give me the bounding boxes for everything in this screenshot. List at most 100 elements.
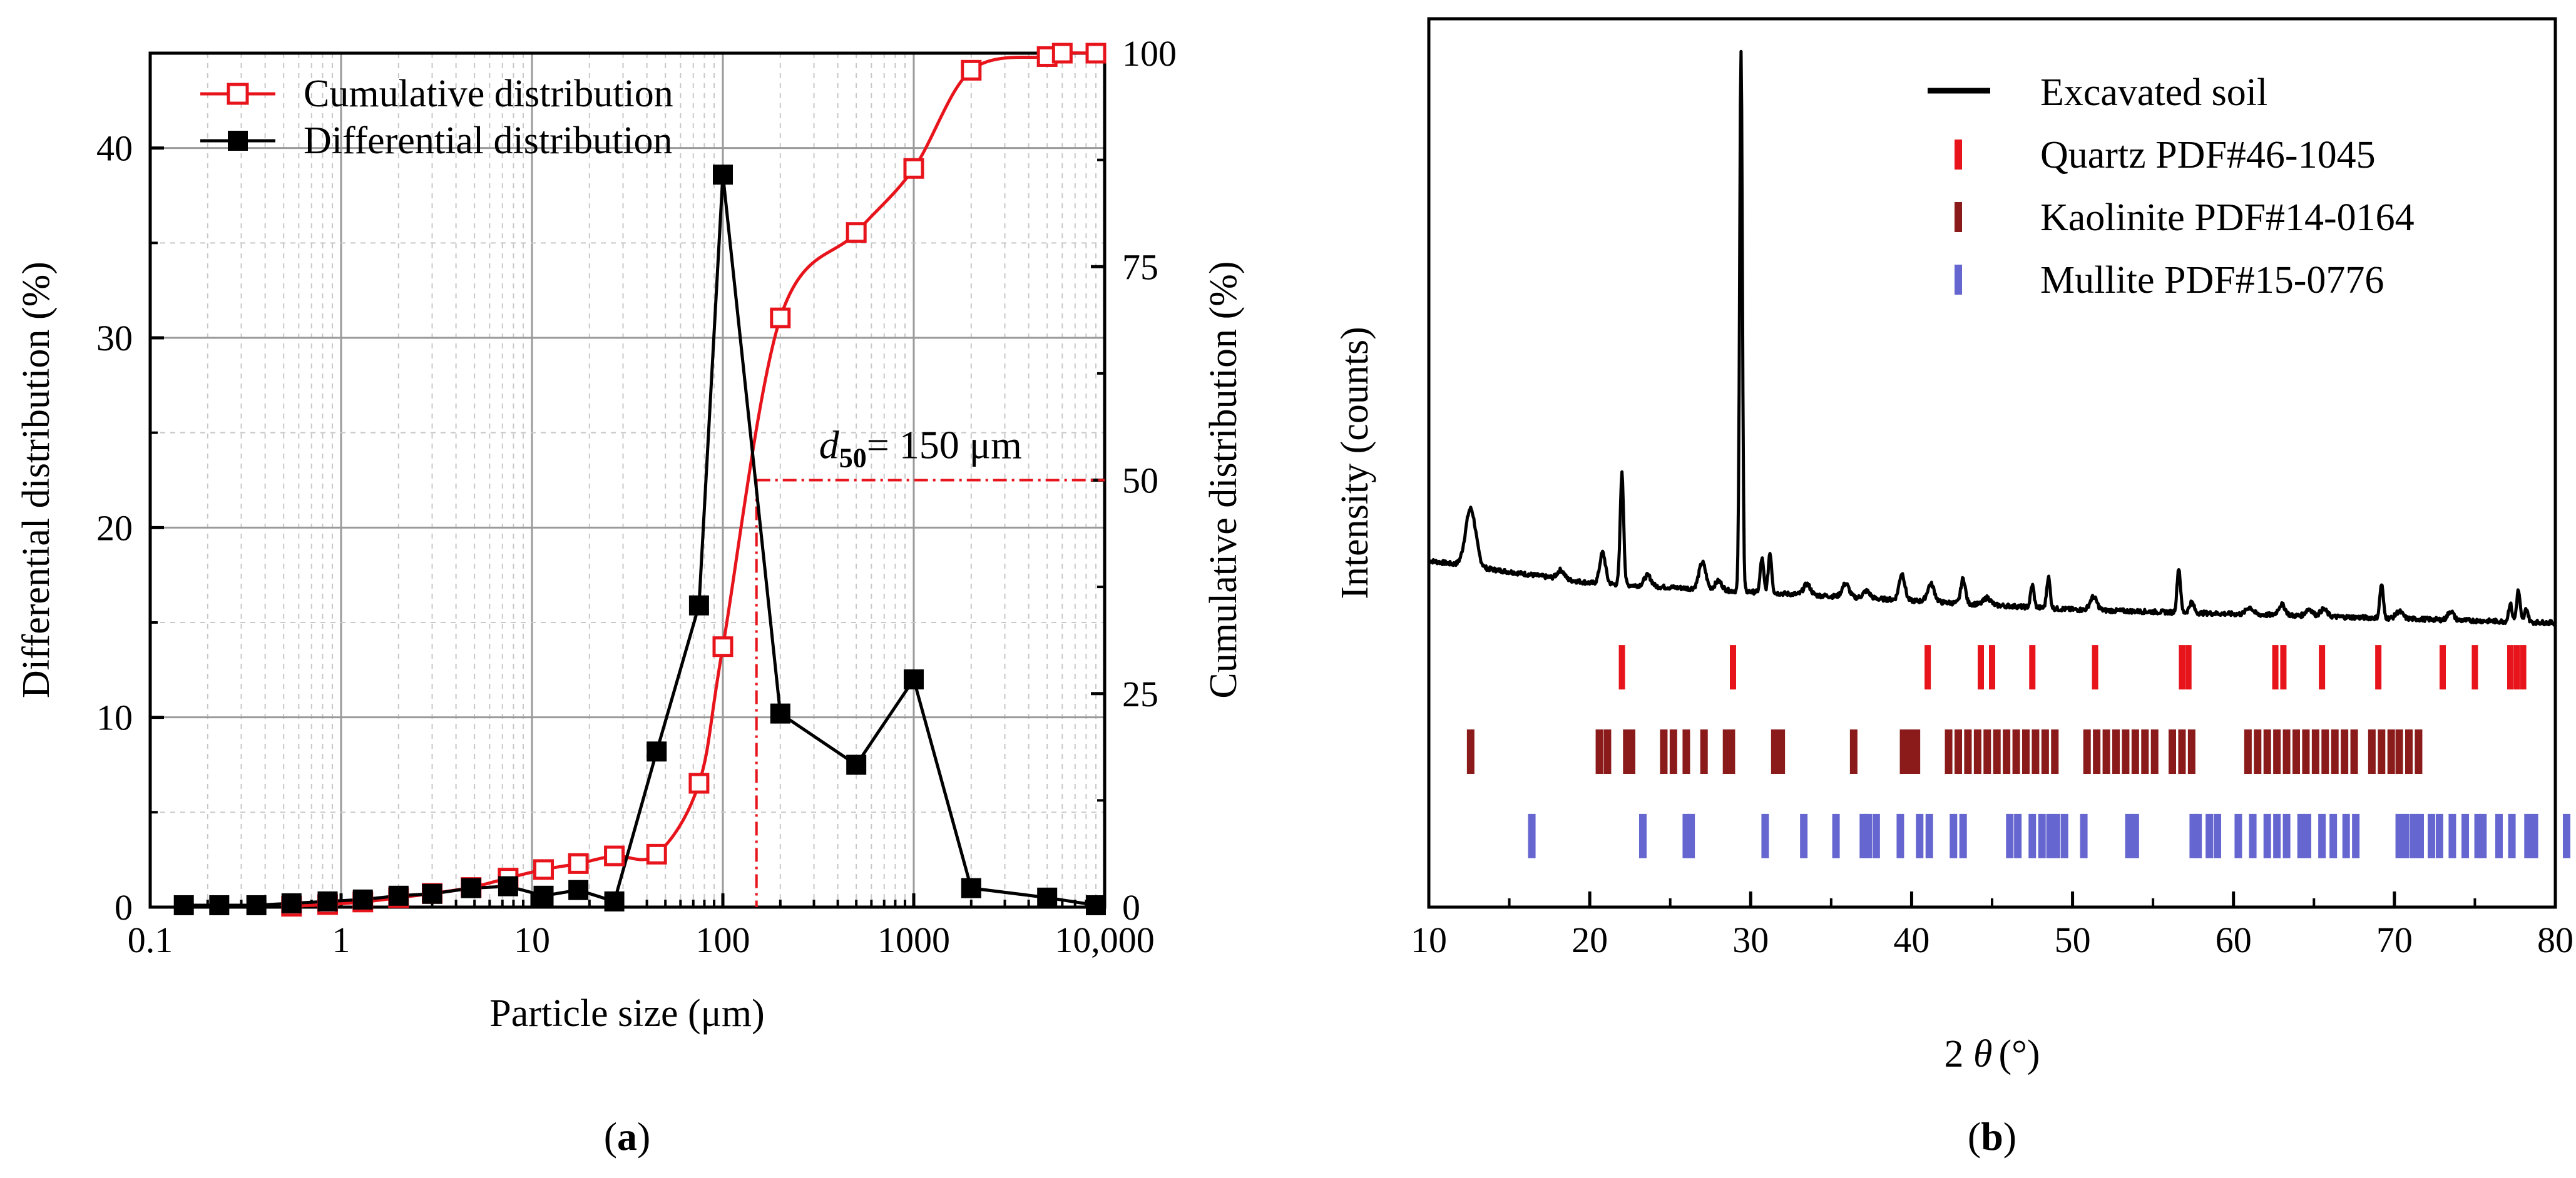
x-tick-label: 50 <box>2055 920 2091 960</box>
mullite-reference-line <box>2014 813 2022 858</box>
mullite-reference-line <box>2352 813 2360 858</box>
kaolinite-reference-line <box>2150 729 2159 774</box>
mullite-reference-line <box>1528 813 1536 858</box>
panel-b-reference-patterns <box>1466 645 2570 858</box>
cumulative-point <box>568 853 589 874</box>
kaolinite-reference-line <box>2003 729 2011 774</box>
mullite-reference-line <box>2028 813 2037 858</box>
mullite-reference-line <box>2428 813 2435 858</box>
kaolinite-reference-line <box>2292 729 2300 774</box>
differential-point <box>317 891 338 911</box>
quartz-reference-line <box>2375 645 2382 690</box>
x-tick-label: 10,000 <box>1055 920 1155 960</box>
mullite-reference-line <box>2060 813 2068 858</box>
differential-point <box>498 876 518 896</box>
cumulative-point <box>712 636 733 658</box>
kaolinite-reference-line <box>1771 729 1779 774</box>
kaolinite-reference-line <box>2093 729 2101 774</box>
left-y-tick-label: 40 <box>96 128 133 169</box>
kaolinite-reference-line <box>1945 729 1953 774</box>
kaolinite-reference-line <box>2032 729 2040 774</box>
kaolinite-reference-line <box>2311 729 2319 774</box>
mullite-reference-line <box>2329 813 2338 858</box>
kaolinite-reference-line <box>2244 729 2252 774</box>
mullite-reference-line <box>1639 813 1647 858</box>
mullite-reference-line <box>2205 813 2214 858</box>
mullite-reference-line <box>2495 813 2503 858</box>
panel-a-x-axis-label: Particle size (μm) <box>489 992 765 1035</box>
x-label-theta: θ <box>1973 1033 1992 1075</box>
d50-label: d50= 150 μm <box>819 423 1022 474</box>
quartz-reference-line <box>2185 645 2192 690</box>
kaolinite-reference-line <box>1983 729 1991 774</box>
quartz-reference-line <box>2507 645 2513 690</box>
kaolinite-reference-line <box>2387 729 2395 774</box>
kaolinite-reference-line <box>2178 729 2186 774</box>
kaolinite-reference-line <box>2169 729 2176 774</box>
mullite-reference-line <box>1959 813 1967 858</box>
quartz-reference-line <box>2280 645 2287 690</box>
quartz-reference-line <box>2440 645 2446 690</box>
differential-point <box>713 165 733 185</box>
differential-point <box>1086 895 1107 915</box>
cumulative-point <box>770 307 791 328</box>
cumulative-point <box>1051 43 1073 64</box>
x-tick-label: 40 <box>1893 920 1929 960</box>
mullite-reference-line <box>2416 813 2424 858</box>
excavated-soil-xrd-pattern <box>1428 49 2557 627</box>
kaolinite-reference-line <box>2350 729 2358 774</box>
mullite-reference-line <box>2530 813 2538 858</box>
kaolinite-reference-line <box>2321 729 2329 774</box>
left-y-tick-label: 30 <box>96 318 133 358</box>
kaolinite-reference-line <box>2041 729 2049 774</box>
x-tick-label: 20 <box>1572 920 1608 960</box>
legend-cumulative-label: Cumulative distribution <box>304 73 673 115</box>
differential-distribution-line <box>183 174 1096 907</box>
panel-b-y-axis-label: Intensity (counts) <box>1334 327 1376 599</box>
differential-point <box>533 885 554 906</box>
kaolinite-reference-line <box>1466 729 1475 774</box>
kaolinite-reference-line <box>1700 729 1708 774</box>
kaolinite-reference-line <box>2083 729 2091 774</box>
legend-mullite-label: Mullite PDF#15-0776 <box>2040 259 2384 302</box>
mullite-reference-line <box>2131 813 2139 858</box>
x-tick-label: 60 <box>2216 920 2252 960</box>
kaolinite-reference-line <box>1849 729 1858 774</box>
kaolinite-reference-line <box>2368 729 2376 774</box>
panel-b-caption: (b) <box>1968 1114 2016 1159</box>
kaolinite-reference-line <box>2331 729 2339 774</box>
x-label-prefix: 2 <box>1944 1033 1973 1075</box>
x-tick-label: 80 <box>2537 920 2573 960</box>
mullite-reference-line <box>2263 813 2271 858</box>
kaolinite-reference-line <box>2022 729 2030 774</box>
mullite-reference-line <box>1687 813 1695 858</box>
mullite-reference-line <box>2080 813 2088 858</box>
quartz-reference-line <box>2513 645 2520 690</box>
kaolinite-reference-line <box>2405 729 2413 774</box>
x-tick-label: 70 <box>2376 920 2413 960</box>
kaolinite-reference-line <box>1727 729 1735 774</box>
quartz-reference-line <box>2520 645 2527 690</box>
mullite-reference-line <box>1925 813 1933 858</box>
mullite-reference-line <box>2342 813 2350 858</box>
kaolinite-reference-line <box>1669 729 1677 774</box>
mullite-reference-line <box>2194 813 2202 858</box>
cumulative-point <box>1085 43 1107 64</box>
kaolinite-reference-line <box>1899 729 1908 774</box>
panel-b-x-axis-label: 2 θ (°) <box>1944 1033 2040 1075</box>
panel-a-d50-annotation: d50= 150 μm <box>755 423 1105 907</box>
differential-point <box>904 669 924 689</box>
legend-excavated-soil-label: Excavated soil <box>2040 71 2267 114</box>
cumulative-point <box>604 845 625 866</box>
legend-mullite-marker <box>1955 265 1962 295</box>
quartz-reference-line <box>2471 645 2478 690</box>
mullite-reference-line <box>1761 813 1769 858</box>
quartz-reference-line <box>1618 645 1625 690</box>
quartz-reference-line <box>1978 645 1984 690</box>
panel-b-ticks <box>1427 891 2557 907</box>
kaolinite-reference-line <box>1682 729 1690 774</box>
differential-point <box>461 878 481 898</box>
kaolinite-reference-line <box>2395 729 2403 774</box>
